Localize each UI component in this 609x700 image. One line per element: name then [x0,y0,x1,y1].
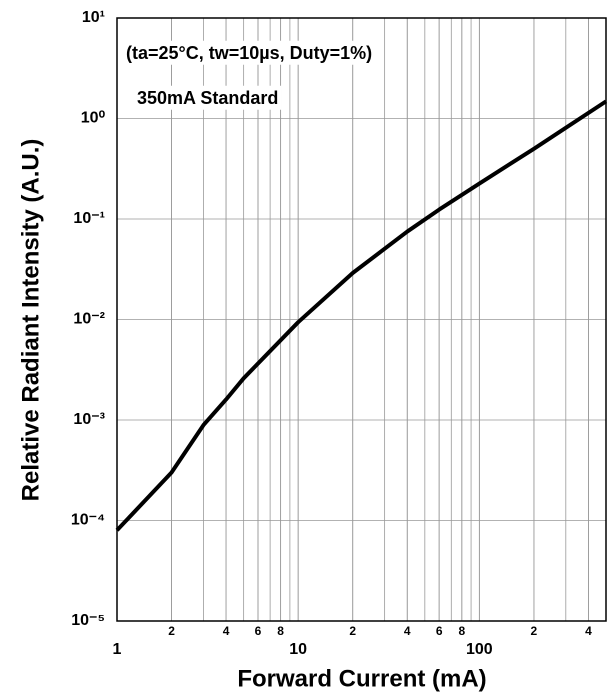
annotation: 350mA Standard [137,88,278,108]
x-tick-label: 6 [436,624,443,638]
annotation-bg [123,40,376,65]
annotation-bg [134,85,282,110]
x-tick-label: 8 [458,624,465,638]
x-tick-label: 1 [113,641,122,658]
x-tick-label: 10 [289,641,307,658]
y-tick-label: 10⁻³ [73,411,105,428]
x-axis-title: Forward Current (mA) [237,665,486,692]
x-tick-label: 4 [223,624,230,638]
y-tick-label: 10⁻⁵ [71,612,105,629]
x-tick-label: 2 [531,624,538,638]
x-tick-label: 2 [349,624,356,638]
x-tick-label: 4 [585,624,592,638]
x-tick-label: 8 [277,624,284,638]
x-tick-label: 4 [404,624,411,638]
x-tick-label: 2 [168,624,175,638]
y-tick-label: 10⁰ [81,110,106,127]
y-tick-label: 10⁻² [73,311,105,328]
y-tick-label: 10⁻⁴ [71,512,105,529]
y-axis-title: Relative Radiant Intensity (A.U.) [17,139,44,502]
y-tick-label: 10¹ [82,9,105,26]
annotation: (ta=25°C, tw=10µs, Duty=1%) [126,43,372,63]
data-line [115,99,608,532]
y-tick-label: 10⁻¹ [73,210,105,227]
x-tick-label: 6 [255,624,262,638]
plot-frame [116,17,607,622]
x-tick-label: 100 [466,641,493,658]
